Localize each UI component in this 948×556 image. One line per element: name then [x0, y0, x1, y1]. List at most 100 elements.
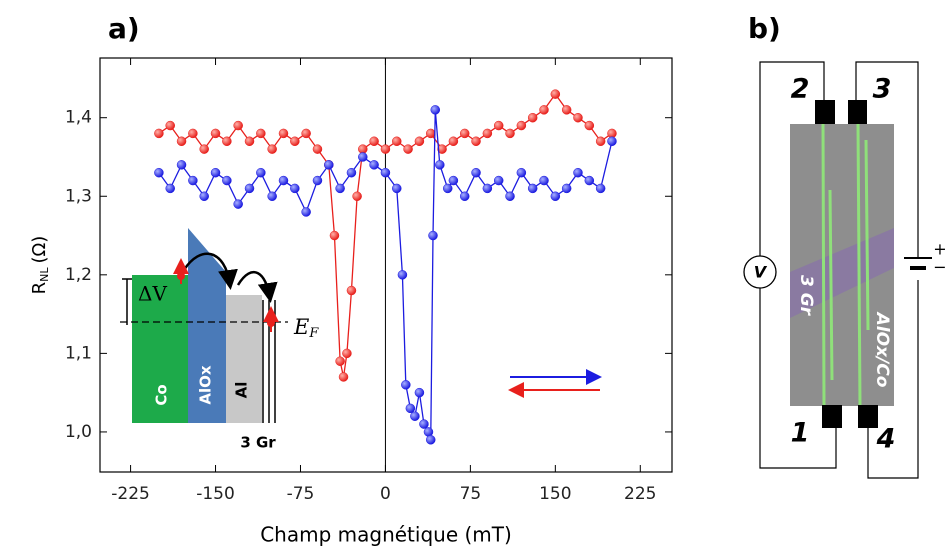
data-point [352, 191, 362, 202]
data-point [423, 427, 434, 437]
data-point [516, 120, 527, 131]
panel-label: b) [748, 12, 781, 45]
data-point [550, 191, 561, 202]
delta-v-label: ΔV [138, 282, 167, 306]
battery-minus: − [933, 258, 946, 277]
wire [759, 61, 825, 256]
fermi-main: E [293, 315, 309, 339]
tunnel-arrow [236, 271, 278, 303]
data-point [471, 167, 481, 178]
data-point [233, 199, 243, 209]
data-point [410, 411, 420, 421]
voltmeter [743, 255, 777, 289]
data-point [527, 112, 538, 123]
x-tick-label: 225 [624, 484, 656, 504]
x-tick-label: 75 [460, 484, 482, 504]
data-point [199, 191, 209, 202]
data-point [573, 112, 583, 123]
contact-label: 2 [791, 74, 810, 105]
data-point [403, 144, 413, 154]
data-point [244, 136, 255, 147]
data-point [165, 120, 175, 131]
data-point [428, 230, 438, 241]
graphene-label: 3 Gr [240, 434, 276, 452]
data-point [561, 183, 572, 194]
data-point [430, 105, 441, 115]
data-point [442, 183, 453, 194]
data-point [335, 183, 345, 194]
data-point [324, 160, 334, 170]
data-point [267, 144, 277, 154]
data-point [607, 136, 617, 147]
data-point [210, 167, 221, 178]
data-point [437, 144, 447, 154]
data-point [176, 136, 187, 147]
data-point [369, 136, 379, 147]
data-point [233, 120, 243, 131]
voltmeter-label: V [754, 263, 768, 282]
data-point [401, 380, 411, 390]
x-tick-label: -75 [287, 484, 315, 504]
data-point [425, 128, 436, 139]
data-point [539, 105, 549, 115]
plot-frame [99, 57, 673, 473]
y-tick-label: 1,2 [65, 265, 92, 285]
data-point [176, 160, 187, 170]
data-point [425, 435, 436, 445]
data-point [188, 175, 198, 186]
data-point [329, 230, 340, 241]
data-point [335, 356, 345, 366]
y-axis-label: RNL (Ω) [29, 236, 51, 295]
x-tick-label: -150 [196, 484, 235, 504]
contact-pad [848, 100, 867, 124]
data-point [595, 136, 606, 147]
data-point [392, 136, 402, 147]
data-point [448, 175, 459, 186]
data-point [188, 128, 198, 139]
electrode [821, 123, 826, 407]
data-point [380, 167, 391, 178]
inset-diagram: ΔV EF Co AlOx Al 3 Gr [120, 228, 319, 452]
data-point [414, 136, 425, 147]
data-point [573, 167, 583, 178]
data-point [312, 175, 323, 186]
data-point [301, 128, 311, 139]
co-layer [132, 275, 188, 423]
data-point [342, 348, 352, 359]
data-point [397, 270, 408, 280]
electrode [856, 123, 862, 407]
data-point [482, 128, 493, 139]
data-point [419, 419, 429, 429]
contact-pad [815, 100, 835, 124]
battery-plus: + [933, 240, 946, 259]
plot-area: -225 -150 -75 0 75 150 225 1,0 1,1 1,2 1,3 1,4 [65, 58, 672, 504]
data-point [154, 128, 164, 139]
fermi-sub: F [308, 326, 319, 341]
al-layer [222, 295, 262, 423]
data-point [244, 183, 255, 194]
data-point [493, 175, 504, 186]
x-axis-label: Champ magnétique (mT) [260, 523, 512, 547]
data-point [459, 128, 470, 139]
data-point [199, 144, 209, 154]
data-point [435, 160, 445, 170]
data-point [595, 183, 606, 194]
data-point [222, 175, 232, 186]
electrode [828, 189, 834, 381]
data-point [482, 183, 493, 194]
fermi-label: EF [293, 315, 319, 341]
wire [759, 288, 837, 469]
data-point [471, 136, 481, 147]
contact-label: 1 [791, 418, 810, 449]
panel-b: b) V + − 2 3 1 4 3 Gr AlOx/Co [743, 12, 947, 479]
data-point [505, 128, 515, 139]
data-point [392, 183, 402, 194]
y-tick-label: 1,1 [65, 343, 92, 363]
data-point [414, 387, 425, 398]
co-label: Co [153, 384, 171, 405]
x-tick-label: -225 [111, 484, 150, 504]
contact-pad [822, 405, 842, 428]
data-point [527, 183, 538, 194]
x-tick-label: 0 [380, 484, 391, 504]
